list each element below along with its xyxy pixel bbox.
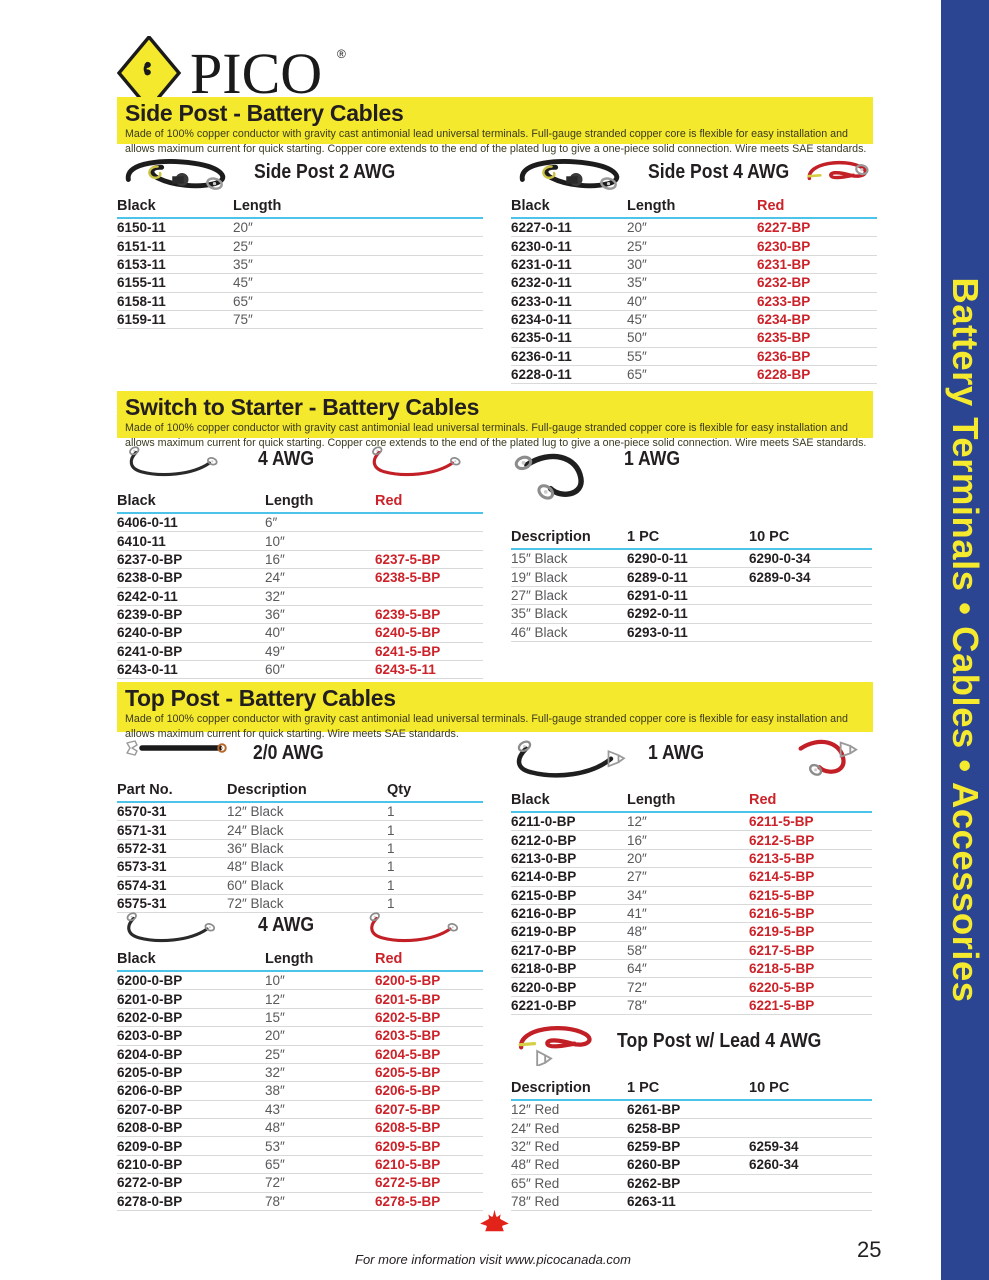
svg-text:®: ® <box>337 47 346 61</box>
